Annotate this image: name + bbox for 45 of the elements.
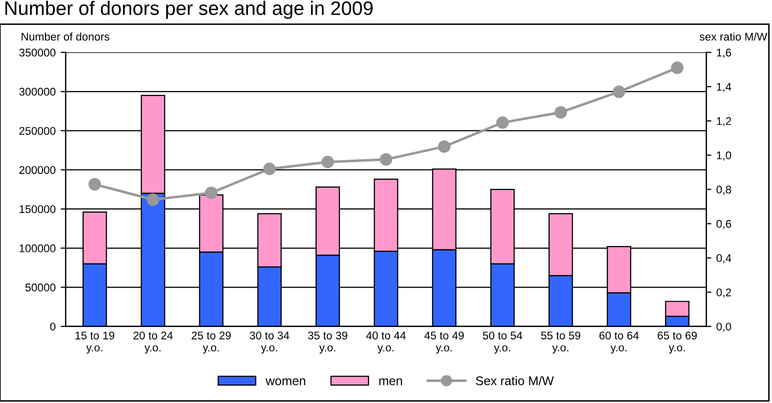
y-tick-label: 350000 xyxy=(19,48,56,57)
y2-tick-label: 1,4 xyxy=(716,83,732,92)
y-axis-title: Number of donors xyxy=(22,32,110,41)
y-tick-label: 150000 xyxy=(20,205,56,214)
x-tick-label: 60 to 64 y.o. xyxy=(599,332,639,354)
y2-tick-label: 1,0 xyxy=(716,151,732,161)
x-tick-label: 20 to 24 y.o. xyxy=(133,332,173,354)
x-tick-label: 55 to 59 y.o. xyxy=(541,332,580,354)
y2-tick-label: 0,6 xyxy=(716,220,732,230)
legend-label: men xyxy=(379,378,402,386)
x-tick-label: 35 to 39 y.o. xyxy=(308,332,348,354)
x-tick-label: 65 to 69 y.o. xyxy=(658,332,697,354)
y-tick-label: 300000 xyxy=(19,88,56,96)
legend-label: women xyxy=(266,378,306,386)
y2-tick-label: 0,4 xyxy=(716,254,732,264)
x-tick-label: 45 to 49 y.o. xyxy=(424,332,464,354)
point xyxy=(496,116,509,129)
x-tick-label: 40 to 44 y.o. xyxy=(366,332,406,354)
point xyxy=(554,106,568,119)
legend-label: Sex ratio M/W xyxy=(476,376,554,386)
y2-tick-label: 0,8 xyxy=(716,186,732,195)
point xyxy=(322,156,334,168)
chart-title: Number of donors per sex and age in 2009 xyxy=(5,0,373,19)
x-tick-label: 25 to 29 y.o. xyxy=(192,332,231,354)
x-tick-label: 15 to 19 y.o. xyxy=(76,332,114,354)
point xyxy=(263,162,276,176)
point xyxy=(380,153,392,166)
y-tick-label: 250000 xyxy=(19,126,56,135)
y-tick-label: 100000 xyxy=(20,244,56,252)
y-tick-label: 0 xyxy=(50,322,56,331)
y-tick-label: 200000 xyxy=(19,166,56,174)
y-tick-label: 50000 xyxy=(25,284,56,292)
x-tick-label: 30 to 34 y.o. xyxy=(250,332,290,354)
x-tick-label: 50 to 54 y.o. xyxy=(482,332,522,354)
y2-axis-title: sex ratio M/W xyxy=(700,32,768,41)
y2-tick-label: 0,2 xyxy=(716,288,731,298)
y2-tick-label: 0,0 xyxy=(716,322,732,332)
point xyxy=(671,62,684,74)
point xyxy=(146,193,160,206)
point xyxy=(204,186,218,200)
point xyxy=(612,86,626,98)
point xyxy=(88,178,101,191)
point xyxy=(438,140,450,153)
y2-tick-label: 1,6 xyxy=(716,48,732,58)
y2-tick-label: 1,2 xyxy=(716,117,731,126)
